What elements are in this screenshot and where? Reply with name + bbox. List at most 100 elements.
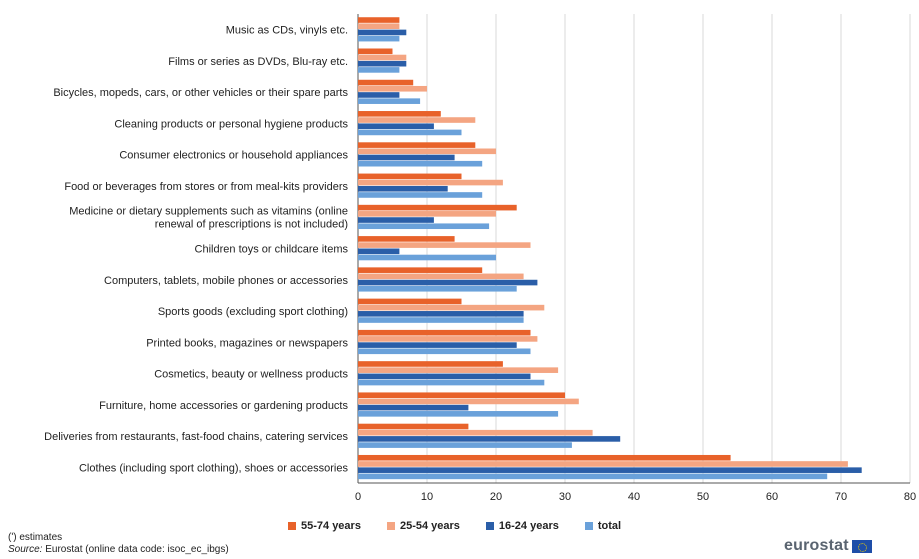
- category-label: Children toys or childcare items: [195, 244, 349, 256]
- bar: [358, 436, 621, 442]
- x-tick-label: 0: [355, 491, 361, 503]
- x-tick-label: 10: [421, 491, 433, 503]
- category-label: Medicine or dietary supplements such as …: [69, 206, 348, 218]
- bar: [358, 279, 538, 286]
- legend-item: 25-54 years: [386, 520, 460, 532]
- legend: 55-74 years 25-54 years 16-24 years total: [288, 520, 621, 532]
- category-label: Printed books, magazines or newspapers: [146, 337, 348, 349]
- bar: [358, 392, 565, 399]
- bar: [358, 29, 407, 36]
- bar: [358, 111, 441, 117]
- bar: [358, 154, 455, 161]
- category-label: Sports goods (excluding sport clothing): [158, 306, 348, 318]
- eu-flag-icon: [851, 539, 872, 553]
- legend-label: 25-54 years: [399, 520, 460, 532]
- bar: [358, 379, 545, 386]
- category-label: Computers, tablets, mobile phones or acc…: [104, 275, 348, 287]
- source-text: Eurostat (online data code: isoc_ec_ibgs…: [45, 544, 229, 555]
- eurostat-logo: eurostat: [784, 537, 872, 555]
- bar: [358, 92, 400, 98]
- logo-text: eurostat: [784, 537, 849, 554]
- legend-swatch: [584, 522, 593, 530]
- x-tick-label: 70: [835, 491, 847, 503]
- bar: [358, 48, 393, 55]
- bar: [358, 442, 572, 448]
- category-label: renewal of prescriptions is not included…: [155, 219, 348, 231]
- bar: [358, 123, 434, 130]
- bar: [358, 298, 462, 305]
- bar: [358, 223, 490, 230]
- bar: [358, 317, 524, 323]
- bar: [358, 367, 559, 373]
- bar: [358, 398, 579, 405]
- bar: [358, 129, 462, 136]
- category-label: Cleaning products or personal hygiene pr…: [114, 118, 348, 130]
- x-tick-label: 80: [904, 491, 916, 503]
- legend-label: 16-24 years: [498, 520, 559, 532]
- bar: [358, 98, 421, 104]
- bar: [358, 217, 434, 223]
- footnote: (ʹ) estimates: [8, 532, 63, 543]
- bar: [358, 242, 531, 248]
- bar: [358, 329, 531, 336]
- bar: [358, 467, 862, 473]
- bar: [358, 473, 828, 480]
- legend-item: total: [584, 520, 622, 532]
- bar: [358, 79, 414, 86]
- bar: [358, 248, 400, 255]
- category-label: Clothes (including sport clothing), shoe…: [79, 462, 349, 474]
- bar: [358, 404, 469, 411]
- bar: [358, 373, 531, 380]
- bar: [358, 348, 531, 355]
- bar: [358, 285, 517, 292]
- category-label: Films or series as DVDs, Blu-ray etc.: [168, 56, 348, 68]
- bar: [358, 211, 496, 217]
- bar: [358, 361, 503, 367]
- bar: [358, 179, 503, 186]
- bar: [358, 454, 731, 461]
- bar: [358, 142, 476, 148]
- category-label: Cosmetics, beauty or wellness products: [154, 369, 348, 381]
- bar: [358, 60, 407, 67]
- bar: [358, 273, 524, 280]
- legend-item: 16-24 years: [485, 520, 559, 532]
- bar: [358, 23, 400, 30]
- bar: [358, 429, 593, 436]
- bar: [358, 461, 848, 467]
- category-label: Consumer electronics or household applia…: [119, 150, 348, 162]
- bar: [358, 67, 400, 73]
- x-tick-label: 30: [559, 491, 571, 503]
- x-tick-label: 40: [628, 491, 640, 503]
- source-note: Source: Eurostat (online data code: isoc…: [8, 544, 229, 555]
- legend-item: 55-74 years: [288, 520, 361, 532]
- category-label: Music as CDs, vinyls etc.: [226, 25, 348, 37]
- bar: [358, 267, 483, 273]
- bar: [358, 85, 427, 92]
- bar: [358, 311, 524, 317]
- legend-label: total: [597, 520, 622, 532]
- bar: [358, 192, 483, 198]
- category-label: Furniture, home accessories or gardening…: [99, 400, 348, 412]
- category-label: Bicycles, mopeds, cars, or other vehicle…: [53, 87, 348, 99]
- bar: [358, 160, 483, 167]
- bar: [358, 304, 545, 311]
- bar: [358, 204, 517, 211]
- category-label: Deliveries from restaurants, fast-food c…: [44, 431, 348, 443]
- bar: [358, 423, 469, 430]
- legend-label: 55-74 years: [301, 520, 361, 532]
- x-tick-label: 20: [490, 491, 502, 503]
- category-label: Food or beverages from stores or from me…: [64, 181, 348, 193]
- bar: [358, 148, 496, 155]
- legend-swatch: [485, 522, 494, 530]
- source-label: Source:: [8, 544, 43, 555]
- bar: [358, 117, 476, 123]
- bar: [358, 411, 559, 417]
- bar: [358, 254, 496, 261]
- x-tick-label: 50: [697, 491, 709, 503]
- bar: [358, 342, 517, 348]
- legend-swatch: [288, 522, 296, 530]
- legend-swatch: [386, 522, 395, 530]
- bar: [358, 54, 407, 61]
